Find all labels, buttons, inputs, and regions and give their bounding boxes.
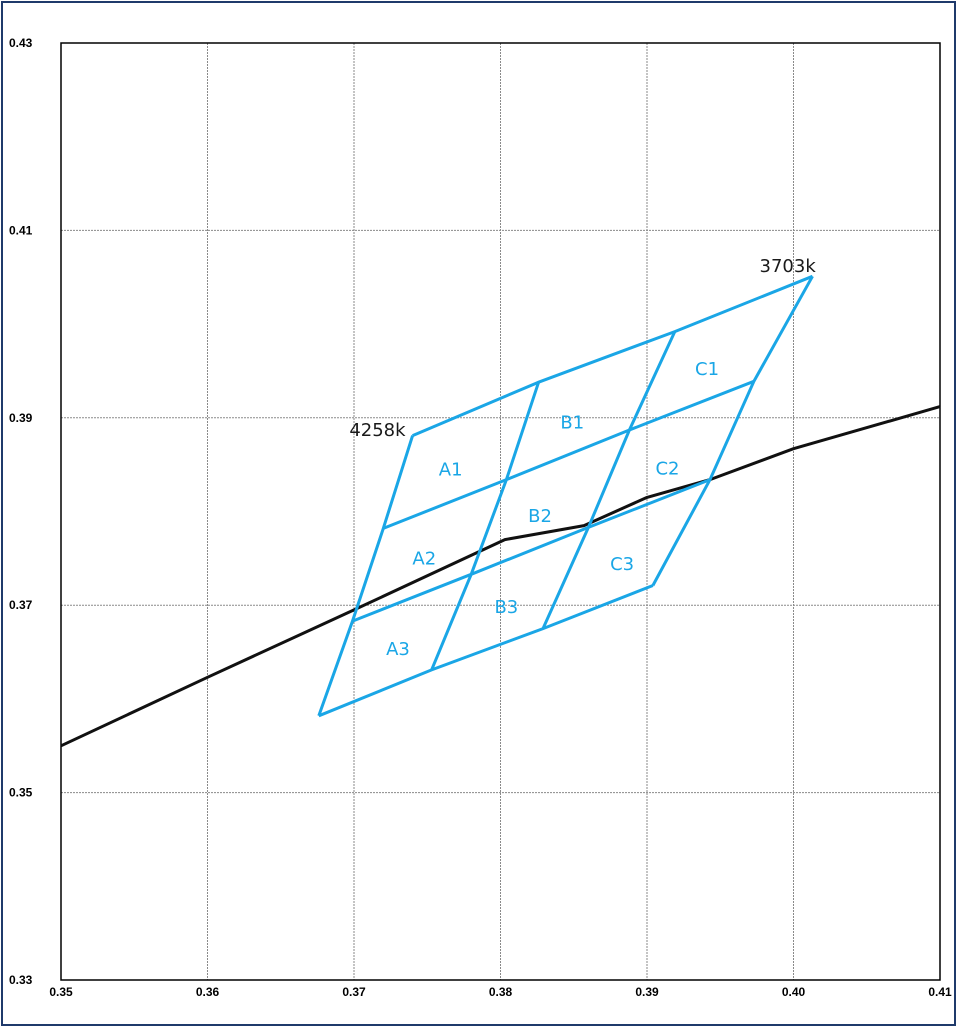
bin-label-c1: C1 [695,359,719,380]
x-tick-label: 0.41 [928,985,952,999]
bin-boundary-column [430,381,541,671]
bin-boundary-column [541,330,677,630]
plot-area [60,42,941,981]
bin-boundary-row [351,478,711,623]
y-tick-label: 0.35 [9,786,33,800]
bin-grid [317,274,814,718]
bin-boundary-column [651,275,814,587]
bin-labels: A1 B1 C1 A2 B2 C2 A3 B3 C3 [386,359,719,660]
black-body-locus [60,405,941,748]
x-tick-label: 0.38 [489,985,513,999]
bin-boundary-row [318,584,654,718]
y-tick-label: 0.37 [9,598,33,612]
series-line-locus [60,405,941,748]
bin-boundary-row [412,274,814,437]
cct-annotations: 4258k 3703k [349,256,816,441]
bin-label-b1: B1 [560,412,584,433]
y-tick-label: 0.39 [9,411,33,425]
bin-label-a1: A1 [439,459,463,480]
bin-label-c2: C2 [655,458,679,479]
bin-label-a2: A2 [412,548,436,569]
x-tick-label: 0.39 [635,985,659,999]
x-tick-label: 0.40 [782,985,806,999]
grid-lines [61,43,940,980]
annotation-3703k: 3703k [760,256,817,277]
bin-label-b3: B3 [494,597,518,618]
bin-label-b2: B2 [528,506,552,527]
y-tick-label: 0.33 [9,973,33,987]
bin-boundary-column [317,435,415,717]
y-tick-label: 0.43 [9,36,33,50]
y-tick-label: 0.41 [9,223,33,237]
axis-tick-labels: 0.35 0.36 0.37 0.38 0.39 0.40 0.41 0.33 0.35 0.37… [9,36,952,999]
x-tick-label: 0.36 [196,985,220,999]
x-tick-label: 0.37 [342,985,366,999]
bin-boundary-row [382,379,755,530]
bin-label-a3: A3 [386,639,410,660]
annotation-4258k: 4258k [349,420,406,441]
bin-label-c3: C3 [610,554,634,575]
x-tick-label: 0.35 [49,985,73,999]
